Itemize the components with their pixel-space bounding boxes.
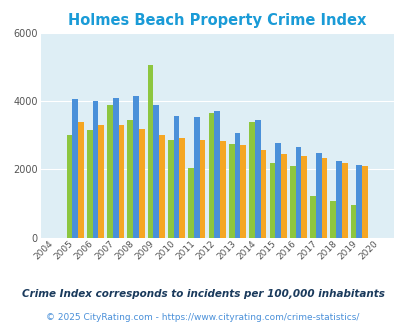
Bar bbox=[295, 147, 301, 238]
Bar bbox=[315, 153, 321, 238]
Bar bbox=[341, 163, 347, 238]
Bar bbox=[159, 135, 164, 238]
Bar bbox=[214, 112, 220, 238]
Bar bbox=[234, 133, 240, 238]
Bar bbox=[92, 101, 98, 238]
Bar bbox=[309, 196, 315, 238]
Bar bbox=[361, 166, 367, 238]
Bar bbox=[240, 145, 245, 238]
Legend: Holmes Beach, Florida, National: Holmes Beach, Florida, National bbox=[64, 329, 369, 330]
Bar bbox=[66, 135, 72, 238]
Bar bbox=[179, 138, 185, 238]
Bar bbox=[350, 205, 356, 238]
Bar bbox=[118, 125, 124, 238]
Bar bbox=[335, 161, 341, 238]
Text: © 2025 CityRating.com - https://www.cityrating.com/crime-statistics/: © 2025 CityRating.com - https://www.city… bbox=[46, 313, 359, 322]
Bar bbox=[220, 141, 225, 238]
Title: Holmes Beach Property Crime Index: Holmes Beach Property Crime Index bbox=[68, 13, 365, 28]
Bar bbox=[249, 122, 254, 238]
Bar bbox=[72, 100, 78, 238]
Bar bbox=[147, 65, 153, 238]
Bar bbox=[113, 98, 118, 238]
Bar bbox=[133, 96, 139, 238]
Bar bbox=[98, 125, 104, 238]
Bar bbox=[87, 130, 92, 238]
Bar bbox=[275, 143, 280, 238]
Bar bbox=[199, 140, 205, 238]
Bar bbox=[107, 105, 113, 238]
Bar bbox=[289, 166, 295, 238]
Bar bbox=[301, 156, 306, 238]
Bar bbox=[153, 105, 159, 238]
Text: Crime Index corresponds to incidents per 100,000 inhabitants: Crime Index corresponds to incidents per… bbox=[21, 289, 384, 299]
Bar bbox=[269, 163, 275, 238]
Bar bbox=[208, 113, 214, 238]
Bar bbox=[260, 149, 266, 238]
Bar bbox=[321, 158, 326, 238]
Bar bbox=[139, 129, 144, 238]
Bar bbox=[228, 144, 234, 238]
Bar bbox=[280, 154, 286, 238]
Bar bbox=[356, 165, 361, 238]
Bar bbox=[173, 115, 179, 238]
Bar bbox=[168, 141, 173, 238]
Bar bbox=[330, 201, 335, 238]
Bar bbox=[194, 116, 199, 238]
Bar bbox=[127, 120, 133, 238]
Bar bbox=[188, 168, 194, 238]
Bar bbox=[78, 122, 83, 238]
Bar bbox=[254, 120, 260, 238]
